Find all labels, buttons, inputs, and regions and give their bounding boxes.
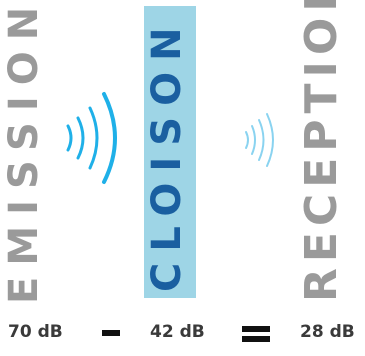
equals-icon-bar xyxy=(242,336,270,342)
emission-label: EMISSION xyxy=(1,0,47,304)
emission-value: 70 dB xyxy=(8,322,63,342)
reception-value: 28 dB xyxy=(300,322,355,342)
cloison-value: 42 dB xyxy=(150,322,205,342)
cloison-panel xyxy=(144,6,196,298)
sound-wave-weak-icon xyxy=(240,110,280,174)
equals-icon xyxy=(242,326,270,332)
reception-label: RECEPTION xyxy=(296,0,347,302)
formula-row: 70 dB 42 dB 28 dB xyxy=(0,318,365,348)
cloison-label: CLOISON xyxy=(144,16,190,292)
sound-wave-strong-icon xyxy=(60,88,140,192)
minus-icon xyxy=(102,330,120,336)
